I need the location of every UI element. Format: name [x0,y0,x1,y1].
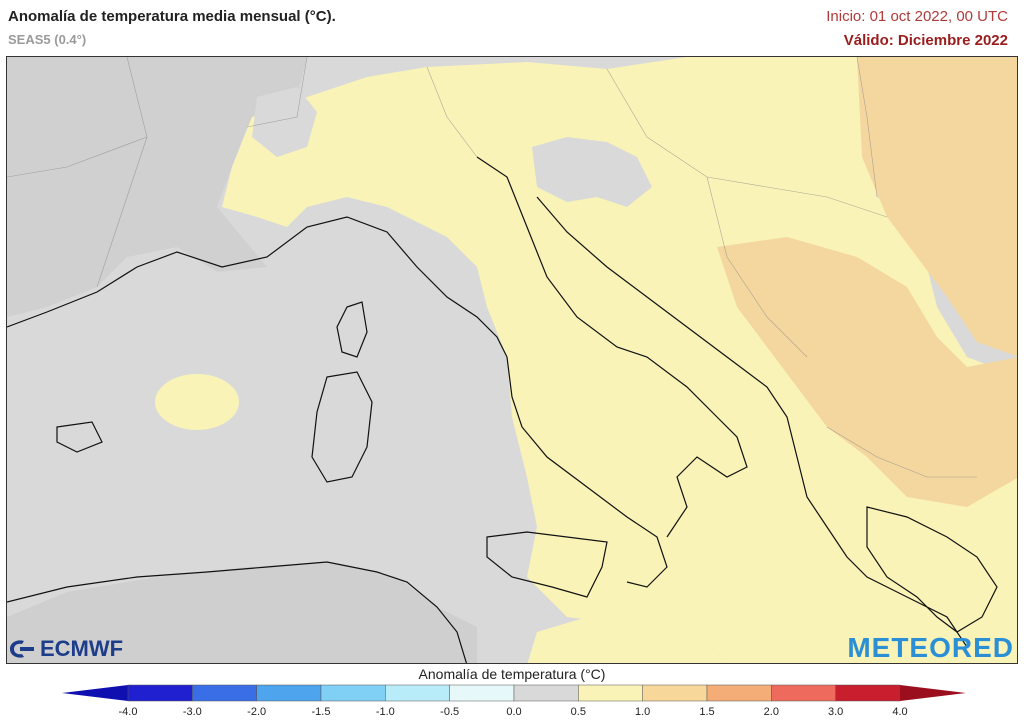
legend-tick-label: -1.0 [375,706,395,718]
coastlines [7,156,998,663]
land-france [7,57,307,317]
legend-tick-label: 3.0 [828,706,844,718]
legend-tick-label: 1.5 [699,706,715,718]
neutral-zone-croatia [532,137,652,207]
legend-swatch [642,684,708,702]
legend-swatch [385,684,450,702]
anomaly-zone-1-0-to-1-5-east [857,57,1017,357]
legend-swatch [771,684,836,702]
legend-swatch [320,684,386,702]
coast-italy-east [476,156,748,538]
ecmwf-mark-icon [10,640,34,658]
neutral-zone-alps [252,87,317,157]
legend-title: Anomalía de temperatura (°C) [418,666,606,682]
map-canvas [7,57,1017,663]
model-label: SEAS5 (0.4°) [8,32,87,47]
land-north-africa [7,562,477,663]
coast-ligurian [7,216,508,358]
legend-swatch [449,684,515,702]
legend-tick-label: -2.0 [247,706,267,718]
ecmwf-logo-text: ECMWF [40,636,124,661]
legend-swatch [127,684,193,702]
ecmwf-logo: ECMWF [8,636,123,662]
anomaly-map [6,56,1018,664]
color-legend-bar [62,684,966,702]
meteored-logo: METEORED [847,632,1014,663]
anomaly-zone-0-5-to-1-0 [222,57,1017,663]
legend-tick-label: -0.5 [440,706,460,718]
valid-period: Válido: Diciembre 2022 [843,32,1008,49]
legend-swatch [513,684,579,702]
coast-north-africa [7,561,468,663]
coast-sicily [486,531,608,598]
coast-mallorca [56,421,103,453]
coast-corsica [336,301,368,358]
legend-tick-label: 4.0 [892,706,908,718]
legend-tick-label: -1.5 [311,706,331,718]
anomaly-blob-west-med [155,374,239,430]
legend-swatch [192,684,257,702]
legend-tick-label: 2.0 [763,706,779,718]
anomaly-zone-south [527,617,726,663]
legend-tick-label: 1.0 [635,706,651,718]
anomaly-zone-1-0-to-1-5-balkans [717,237,1017,507]
legend-tick-label: 0.0 [506,706,522,718]
map-title: Anomalía de temperatura media mensual (°… [8,8,336,25]
legend-swatch [835,684,901,702]
legend-swatch [706,684,772,702]
legend-tick-label: -4.0 [118,706,138,718]
legend-swatch [256,684,322,702]
admin-borders [7,57,977,478]
coast-greece [866,506,998,633]
coast-balkans [536,196,968,648]
legend-swatch [578,684,643,702]
legend-tick-label: -3.0 [182,706,202,718]
coast-sardinia [311,371,373,483]
legend-tick-label: 0.5 [570,706,586,718]
legend-arrow-high [900,685,966,701]
coast-italy-west [506,356,668,588]
legend-arrow-low [62,685,128,701]
init-time: Inicio: 01 oct 2022, 00 UTC [826,8,1008,25]
